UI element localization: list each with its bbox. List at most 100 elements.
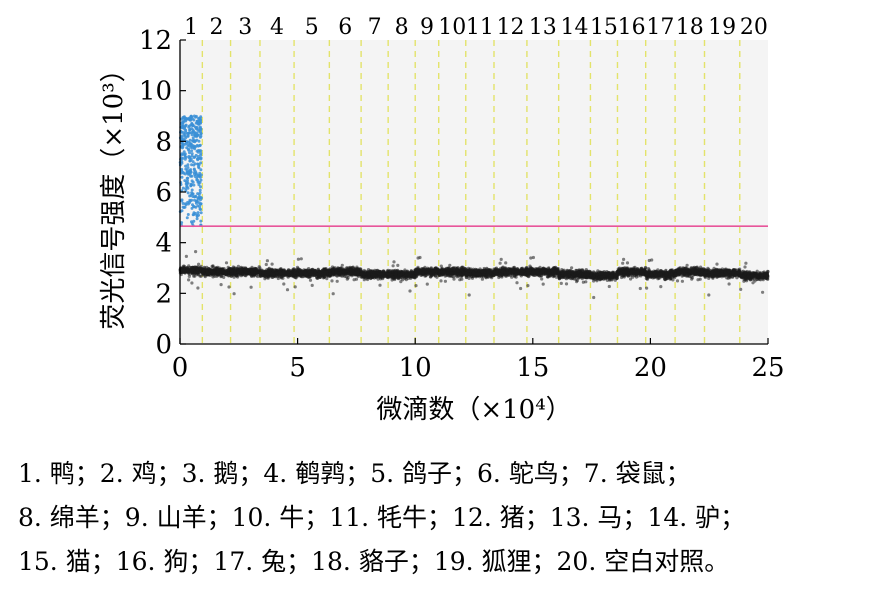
negative-droplet: [592, 295, 596, 300]
negative-droplet: [215, 274, 219, 278]
negative-droplet: [340, 263, 344, 267]
negative-droplet: [390, 269, 394, 273]
negative-droplet: [211, 264, 215, 268]
positive-droplet: [189, 193, 193, 197]
negative-droplet: [448, 263, 452, 267]
negative-droplet: [354, 277, 358, 281]
negative-droplet: [469, 269, 473, 273]
positive-droplet: [199, 134, 203, 138]
positive-droplet: [199, 119, 202, 123]
negative-droplet: [310, 283, 314, 287]
positive-droplet: [187, 155, 191, 158]
negative-droplet: [338, 272, 343, 276]
positive-droplet: [199, 185, 202, 189]
negative-droplet: [286, 272, 290, 276]
negative-droplet: [520, 266, 524, 270]
positive-droplet: [189, 170, 193, 174]
negative-droplet: [328, 272, 332, 276]
negative-droplet: [187, 264, 191, 268]
negative-droplet: [187, 278, 191, 282]
negative-droplet: [513, 270, 517, 274]
positive-droplet: [195, 138, 199, 142]
negative-droplet: [180, 270, 185, 274]
negative-droplet: [232, 272, 236, 276]
positive-droplet: [192, 146, 196, 149]
plot-background: [180, 40, 768, 344]
negative-droplet: [541, 269, 545, 273]
negative-droplet: [356, 274, 361, 279]
negative-droplet: [404, 273, 409, 277]
negative-droplet: [299, 271, 303, 275]
negative-droplet: [391, 275, 395, 279]
negative-droplet: [560, 271, 565, 275]
positive-droplet: [190, 149, 194, 153]
negative-droplet: [466, 272, 470, 276]
negative-droplet: [446, 272, 450, 276]
positive-droplet: [192, 195, 196, 199]
positive-droplet: [197, 166, 201, 170]
negative-droplet: [550, 267, 555, 271]
positive-droplet: [181, 186, 185, 190]
negative-droplet: [230, 269, 234, 273]
negative-droplet: [556, 266, 560, 271]
positive-droplet: [196, 150, 200, 154]
positive-droplet: [199, 168, 203, 172]
positive-droplet: [196, 180, 200, 184]
positive-droplet: [192, 183, 196, 187]
plot-area: [180, 40, 768, 344]
positive-droplet: [191, 136, 195, 140]
negative-droplet: [330, 279, 334, 283]
negative-droplet: [375, 268, 379, 273]
negative-droplet: [204, 272, 208, 276]
negative-droplet: [264, 262, 268, 267]
negative-droplet: [557, 277, 562, 281]
negative-droplet: [580, 268, 585, 272]
negative-droplet: [378, 283, 382, 287]
negative-droplet: [366, 268, 371, 272]
negative-droplet: [486, 270, 490, 274]
negative-droplet: [237, 273, 241, 277]
negative-droplet: [519, 286, 523, 291]
negative-droplet: [531, 270, 536, 274]
negative-droplet: [320, 268, 324, 272]
positive-droplet: [184, 117, 188, 121]
positive-droplet: [180, 152, 184, 156]
negative-droplet: [264, 275, 268, 279]
negative-droplet: [195, 271, 199, 275]
positive-droplet: [187, 117, 191, 121]
positive-droplet: [197, 121, 201, 125]
positive-droplet: [199, 211, 203, 215]
negative-droplet: [544, 272, 548, 276]
positive-droplet: [186, 191, 190, 195]
positive-droplet: [188, 138, 192, 142]
positive-droplet: [186, 143, 190, 147]
negative-droplet: [272, 272, 276, 276]
negative-droplet: [575, 278, 580, 283]
positive-droplet: [192, 171, 196, 175]
negative-droplet: [360, 272, 364, 276]
positive-droplet: [190, 154, 194, 158]
negative-droplet: [397, 270, 401, 274]
negative-droplet: [564, 282, 569, 286]
negative-droplet: [371, 273, 375, 277]
negative-droplet: [498, 274, 502, 278]
positive-droplet: [198, 171, 202, 175]
negative-droplet: [460, 277, 464, 281]
negative-droplet: [423, 269, 428, 274]
negative-droplet: [196, 286, 200, 290]
positive-droplet: [185, 176, 189, 180]
negative-droplet: [475, 272, 479, 276]
negative-droplet: [377, 275, 381, 279]
negative-droplet: [216, 269, 220, 273]
positive-droplet: [190, 191, 194, 195]
positive-droplet: [192, 219, 196, 223]
positive-droplet: [194, 201, 198, 205]
negative-droplet: [353, 271, 357, 275]
negative-droplet: [408, 289, 412, 293]
negative-droplet: [416, 256, 420, 260]
positive-droplet: [196, 162, 200, 166]
positive-droplet: [191, 203, 194, 207]
droplet-points: [178, 114, 770, 300]
positive-droplet: [183, 142, 187, 146]
positive-droplet: [198, 207, 202, 211]
